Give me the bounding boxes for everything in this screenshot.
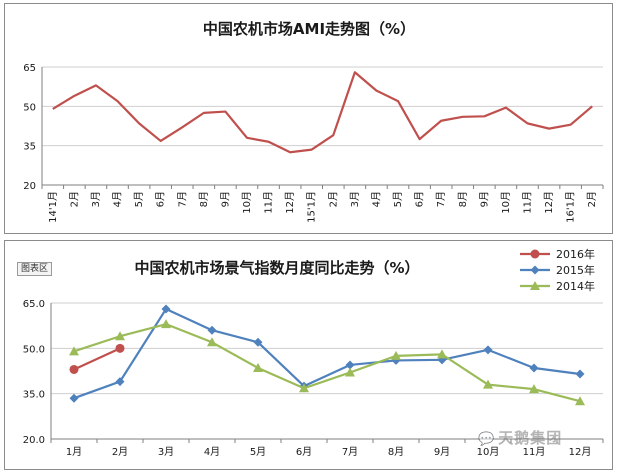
x-tick-label: 10月 [500,191,512,214]
data-point [529,363,539,373]
data-point [391,350,401,360]
chart-bottom-panel: 中国农机市场景气指数月度同比走势（%） 20.0 35.0 50.0 65.0 1月 2月 3… [4,240,613,470]
x-tick-label: 7月 [435,191,447,207]
x-tick-label: 10月 [241,191,253,214]
data-point [207,337,217,347]
x-tick-label: 6月 [296,446,312,458]
data-point [69,364,79,374]
data-point [69,393,79,403]
series-line [73,323,581,403]
chart-title: 中国农机市场AMI走势图（%） [203,20,415,38]
y-tick-label: 65.0 [23,299,45,310]
legend-marker [530,265,540,275]
x-tick-label: 4月 [204,446,220,458]
x-tick-label: 2月 [112,446,128,458]
x-tick-label: 11月 [263,191,275,214]
chat-icon: 💬 [478,432,496,447]
data-point [299,383,309,393]
series-2014年 [69,319,585,406]
data-point [253,337,263,347]
series-line [73,347,121,371]
data-point [483,379,493,389]
legend-marker [530,249,540,259]
x-tick-label: 12月 [569,446,592,458]
series-line [73,307,581,400]
x-tick-label: 3月 [158,446,174,458]
x-tick-label: 6月 [155,191,167,207]
data-point [575,369,585,379]
x-tick-label: 7月 [342,446,358,458]
x-tick-label: 9月 [434,446,450,458]
x-tick-label: 5月 [133,191,145,207]
series-2015年 [69,304,585,403]
x-tick-label: 3月 [90,191,102,207]
chart-title: 中国农机市场景气指数月度同比走势（%） [134,259,419,277]
data-point [207,325,217,335]
yoy-trend-chart: 中国农机市场景气指数月度同比走势（%） 20.0 35.0 50.0 65.0 1月 2月 3… [23,247,604,458]
data-point [115,331,125,341]
chart-top-panel: 中国农机市场AMI走势图（%） 20 35 50 65 14'1月 2月 3月 4月 5月 6月 7月… [4,3,613,234]
y-tick-label: 35 [23,142,36,153]
x-tick-label: 3月 [349,191,361,207]
brand-watermark: 💬 天鹅集团 [478,427,562,448]
x-tick-label: 1月 [66,446,82,458]
series-2016年 [69,343,125,374]
x-tick-label: 16'1月 [565,191,577,223]
y-tick-label: 50 [23,102,36,113]
data-point [115,377,125,387]
x-tick-label: 9月 [478,191,490,207]
x-tick-label: 12月 [543,191,555,214]
y-tick-label: 50.0 [23,344,45,355]
data-point [345,367,355,377]
data-point [575,396,585,406]
data-point [161,304,171,314]
x-tick-label: 11月 [523,446,546,458]
data-point [253,362,263,372]
x-tick-label: 11月 [521,191,533,214]
x-tick-label: 8月 [198,191,210,207]
y-tick-label: 35.0 [23,390,45,401]
ami-trend-chart: 中国农机市场AMI走势图（%） 20 35 50 65 14'1月 2月 3月 4月 5月 6月 7月… [23,20,604,223]
legend-entry: 2014年 [556,279,595,293]
data-point [529,384,539,394]
x-tick-label: 5月 [250,446,266,458]
data-point [115,343,125,353]
series-line [52,71,593,154]
plot-area-label: 图表区 [17,262,53,276]
y-tick-label: 65 [23,63,36,74]
y-tick-label: 20 [23,181,36,192]
x-tick-label: 2月 [586,191,598,207]
x-tick-label: 4月 [112,191,124,207]
watermark-text: 天鹅集团 [498,429,563,447]
x-tick-label: 7月 [176,191,188,207]
series-line [52,71,593,154]
data-point [161,319,171,329]
data-point [483,345,493,355]
legend-marker [530,281,540,290]
x-tick-label: 10月 [477,446,500,458]
y-tick-label: 20.0 [23,435,45,446]
x-tick-label: 6月 [414,191,426,207]
x-tick-label: 14'1月 [47,191,59,223]
x-tick-label: 15'1月 [306,191,318,223]
x-tick-label: 2月 [68,191,80,207]
x-tick-label: 5月 [392,191,404,207]
x-tick-label: 4月 [370,191,382,207]
legend-entry: 2016年 [556,247,595,261]
legend-entry: 2015年 [556,263,595,277]
data-point [437,349,447,359]
data-point [69,346,79,356]
data-point [345,360,355,370]
x-tick-label: 12月 [284,191,296,214]
x-tick-label: 8月 [388,446,404,458]
x-tick-label: 9月 [219,191,231,207]
x-tick-label: 8月 [457,191,469,207]
x-tick-label: 2月 [327,191,339,207]
